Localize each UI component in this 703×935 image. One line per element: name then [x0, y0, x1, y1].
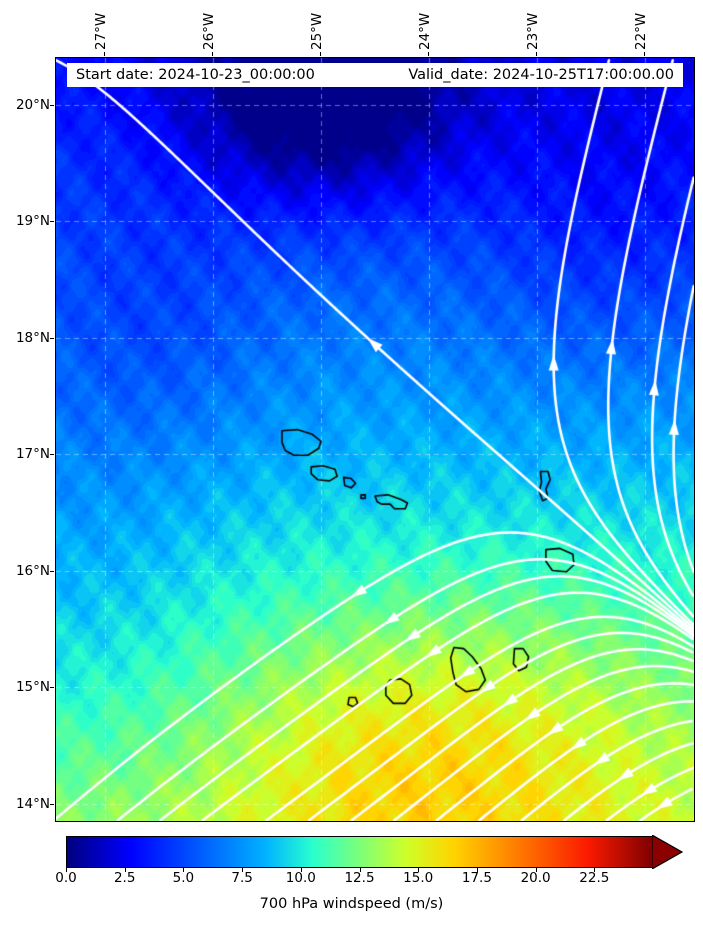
colorbar-tick-label: 0.0 — [55, 870, 77, 886]
y-tick-mark — [50, 687, 54, 689]
y-tick-mark — [50, 104, 54, 106]
colorbar-tick-label: 7.5 — [231, 870, 253, 886]
y-tick-label: 16°N — [15, 562, 50, 579]
y-tick-mark — [50, 803, 54, 805]
x-tick-mark — [103, 52, 105, 56]
streamline-layer — [56, 58, 694, 821]
title-box: Start date: 2024-10-23_00:00:00 Valid_da… — [67, 63, 683, 87]
colorbar-tick-mark — [300, 868, 302, 872]
y-tick-label: 14°N — [15, 795, 50, 812]
start-date-label: Start date: 2024-10-23_00:00:00 — [76, 67, 315, 83]
x-tick-text: 27°W — [92, 12, 109, 50]
colorbar-tick-label: 22.5 — [579, 870, 610, 886]
colorbar-tick-mark — [476, 868, 478, 872]
colorbar-gradient — [66, 836, 653, 868]
y-tick-label: 17°N — [15, 446, 50, 463]
y-tick-label: 19°N — [15, 213, 50, 230]
colorbar-tick-mark — [183, 868, 185, 872]
x-tick-text: 23°W — [525, 12, 542, 50]
x-tick-mark — [536, 52, 538, 56]
y-tick-mark — [50, 570, 54, 572]
y-tick-mark — [50, 221, 54, 223]
y-tick-mark — [50, 454, 54, 456]
y-tick-label: 15°N — [15, 679, 50, 696]
colorbar-tick-label: 5.0 — [172, 870, 195, 886]
colorbar-tick-mark — [535, 868, 537, 872]
colorbar-tick-label: 17.5 — [461, 870, 492, 886]
x-tick-mark — [319, 52, 321, 56]
colorbar-axis-label: 700 hPa windspeed (m/s) — [259, 896, 444, 912]
colorbar[interactable]: 0.0 2.5 5.0 7.5 10.0 12.5 15.0 17.5 20.0 22.5 — [55, 835, 684, 886]
colorbar-tick-mark — [594, 868, 596, 872]
colorbar-tick-mark — [359, 868, 361, 872]
y-tick-label: 20°N — [15, 96, 50, 113]
colorbar-tick-label: 15.0 — [403, 870, 434, 886]
y-axis-ticks: 20°N 19°N 18°N 17°N 16°N 15°N 14°N — [0, 57, 54, 822]
colorbar-tick-mark — [242, 868, 244, 872]
y-tick-label: 18°N — [15, 329, 50, 346]
colorbar-tick-label: 2.5 — [113, 870, 136, 886]
x-axis-ticks: 27°W 26°W 25°W 24°W 23°W 22°W — [55, 0, 695, 56]
colorbar-tick-mark — [124, 868, 126, 872]
x-tick-mark — [428, 52, 430, 56]
x-tick-mark — [211, 52, 213, 56]
x-tick-mark — [644, 52, 646, 56]
colorbar-tick-mark — [66, 868, 67, 872]
colorbar-tick-label: 20.0 — [520, 870, 551, 886]
y-tick-mark — [50, 337, 54, 339]
x-tick-text: 26°W — [200, 12, 217, 50]
colorbar-tick-mark — [418, 868, 420, 872]
x-tick-text: 24°W — [417, 12, 434, 50]
colorbar-tick-label: 12.5 — [344, 870, 375, 886]
colorbar-tick-label: 10.0 — [285, 870, 316, 886]
valid-date-label: Valid_date: 2024-10-25T17:00:00.00 — [408, 67, 674, 83]
map-plot-area[interactable]: Start date: 2024-10-23_00:00:00 Valid_da… — [55, 57, 695, 822]
colorbar-extend-arrow — [652, 835, 684, 869]
x-tick-text: 25°W — [308, 12, 325, 50]
x-tick-text: 22°W — [633, 12, 650, 50]
